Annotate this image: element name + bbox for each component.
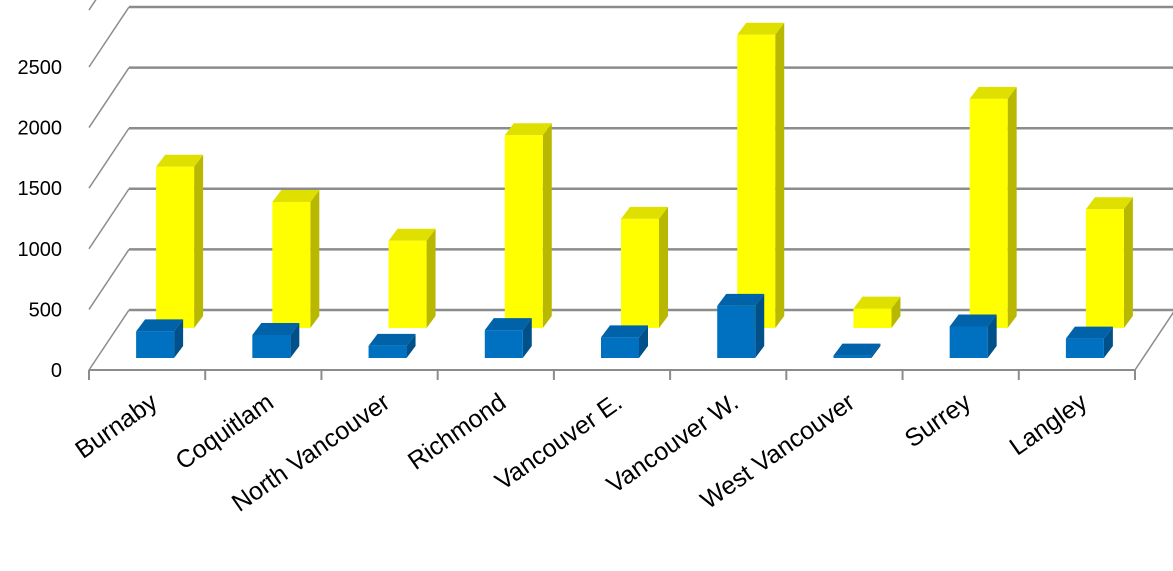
bar-1-0-top: [136, 319, 184, 332]
side-gridline-500: [88, 248, 130, 310]
bar-2-0-top: [156, 154, 204, 167]
bar-2-0-side: [194, 154, 204, 328]
bar-1-8-side: [1103, 326, 1113, 358]
x-tick-label-0: Burnaby: [70, 388, 163, 465]
x-tick-label-8: Langley: [1005, 388, 1093, 461]
bar-1-0-side: [174, 319, 184, 358]
bar-2-3-side: [542, 123, 552, 329]
bar-2-7-side: [1007, 86, 1017, 328]
bar-2-3-top: [504, 123, 552, 136]
bar-2-6-top: [853, 296, 901, 309]
bar-2-2-side: [426, 228, 436, 328]
y-tick-label-1000: 1000: [18, 239, 63, 261]
bar-1-4: [601, 325, 648, 358]
bar-1-2-top: [368, 333, 416, 346]
bar-2-5-front: [737, 34, 776, 329]
bar-1-5-top: [717, 293, 765, 306]
y-tick-label-0: 0: [51, 360, 62, 382]
side-gridline-0: [88, 309, 130, 371]
x-tick-label-7: Surrey: [900, 388, 977, 453]
y-tick-label-1500: 1500: [18, 178, 63, 200]
bar-1-3-side: [522, 318, 532, 358]
bar-2-2-front: [388, 240, 427, 328]
bar-1-8-top: [1065, 326, 1113, 339]
bar-2-5-side: [775, 22, 785, 329]
bar-1-6-front: [833, 355, 872, 358]
bar-2-3-front: [504, 135, 543, 328]
bar-1-7-front: [949, 326, 988, 358]
bar-2-0-front: [156, 166, 195, 328]
bar-1-2: [368, 333, 416, 358]
bar-2-7-top: [969, 86, 1017, 99]
x-tick-label-1: Coquitlam: [171, 388, 279, 475]
bar-2-6-front: [853, 308, 892, 328]
side-gridline-2500: [88, 6, 130, 68]
bar-1-1-side: [290, 322, 300, 358]
y-tick-label-2000: 2000: [18, 118, 63, 140]
bar-2-0: [156, 154, 204, 328]
bar-1-2-front: [368, 345, 407, 358]
side-gridline-2000: [88, 67, 130, 129]
bar-1-7-side: [987, 314, 997, 358]
bar-1-7: [949, 314, 997, 358]
bar-2-5-top: [737, 22, 785, 35]
y-tick-label-500: 500: [29, 299, 62, 321]
bar-1-4-side: [639, 325, 648, 358]
bar-1-3-front: [484, 330, 523, 358]
bar-1-2-side: [406, 333, 416, 358]
bar-1-1: [252, 322, 300, 358]
side-gridline-1000: [88, 188, 130, 250]
bar-2-1: [272, 189, 320, 328]
bar-1-5: [717, 293, 765, 358]
bar-2-7: [969, 86, 1017, 328]
bar-2-1-top: [272, 189, 320, 202]
bar-2-7-front: [969, 98, 1008, 328]
bar-1-7-top: [949, 314, 997, 327]
bar-1-1-top: [252, 322, 300, 335]
bar-1-4-top: [601, 325, 648, 338]
bar-1-6-top: [833, 343, 881, 356]
bar-1-8-front: [1065, 338, 1104, 358]
bar-2-2-top: [388, 228, 436, 241]
bar-1-3-top: [484, 318, 532, 331]
bar-1-3: [484, 318, 532, 358]
bar-1-8: [1065, 326, 1113, 358]
bar-2-4-top: [621, 206, 668, 219]
bar-2-4-front: [621, 218, 659, 328]
chart-walls: [88, 0, 97, 11]
bar-2-8-side: [1123, 197, 1133, 328]
bar-2-5: [737, 22, 785, 329]
side-wall-edge-top: [88, 0, 97, 11]
floor-right-edge: [1134, 311, 1173, 371]
bar-2-6-side: [891, 296, 901, 328]
bar-1-6: [833, 343, 881, 358]
bar-2-6: [853, 296, 901, 328]
y-tick-label-2500: 2500: [18, 57, 63, 79]
bar-2-1-front: [272, 201, 311, 328]
x-tick-label-3: Richmond: [403, 388, 511, 475]
bar-1-0: [136, 319, 184, 358]
bar-2-4-side: [659, 206, 668, 328]
bar-2-2: [388, 228, 436, 328]
bar-1-4-front: [601, 337, 639, 358]
bar-1-5-front: [717, 305, 756, 358]
bar-1-6-side: [871, 343, 881, 358]
bar-2-8-front: [1085, 209, 1124, 328]
bar-2-3: [504, 123, 552, 329]
bar-2-1-side: [310, 189, 320, 328]
bar-1-0-front: [136, 331, 175, 358]
side-gridline-1500: [88, 127, 130, 189]
y-axis: 0 500 1000 1500 2000 2500: [18, 57, 63, 382]
bar-1-5-side: [755, 293, 765, 358]
bar-1-1-front: [252, 334, 291, 358]
bar-2-8: [1085, 197, 1133, 328]
bars: [136, 22, 1133, 358]
bar-2-4: [621, 206, 668, 328]
bar-2-8-top: [1085, 197, 1133, 210]
